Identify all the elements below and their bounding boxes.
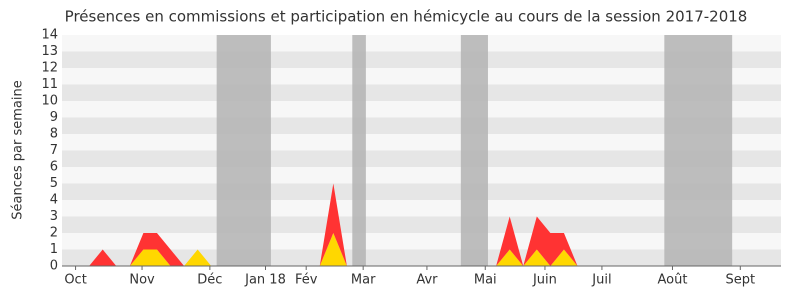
x-tick-label: Oct <box>64 273 86 288</box>
x-tick-label: Déc <box>197 273 222 288</box>
y-tick-label: 0 <box>50 259 58 274</box>
area <box>62 233 781 266</box>
y-tick-label: 3 <box>50 209 58 224</box>
x-tick-label: Juin <box>532 273 557 288</box>
y-axis-label: Séances par semaine <box>11 80 26 219</box>
y-tick-label: 14 <box>41 28 58 43</box>
x-tick-label: Avr <box>416 273 438 288</box>
vacation-band <box>460 35 488 266</box>
x-tick-label: Nov <box>129 273 155 288</box>
y-tick-label: 5 <box>50 176 58 191</box>
x-tick-label: Jan 18 <box>244 273 286 288</box>
x-tick-label: Fév <box>295 273 318 288</box>
x-tick-label: Mai <box>474 273 497 288</box>
y-tick-label: 9 <box>50 110 58 125</box>
y-tick-label: 6 <box>50 160 58 175</box>
y-tick-label: 4 <box>50 193 58 208</box>
area <box>62 183 781 266</box>
vacation-band <box>216 35 271 266</box>
vacation-band <box>664 35 733 266</box>
y-tick-label: 7 <box>50 143 58 158</box>
chart-title: Présences en commissions et participatio… <box>65 8 748 26</box>
y-tick-label: 12 <box>41 61 58 76</box>
y-tick-label: 2 <box>50 226 58 241</box>
x-tick-label: Juil <box>591 273 611 288</box>
y-tick-label: 1 <box>50 242 58 257</box>
x-tick-label: Août <box>657 273 687 288</box>
y-tick-label: 13 <box>41 44 58 59</box>
y-tick-label: 8 <box>50 127 58 142</box>
vacation-band <box>352 35 366 266</box>
y-tick-label: 10 <box>41 94 58 109</box>
x-tick-label: Mar <box>351 273 376 288</box>
y-tick-label: 11 <box>41 77 58 92</box>
x-tick-label: Sept <box>725 273 755 288</box>
